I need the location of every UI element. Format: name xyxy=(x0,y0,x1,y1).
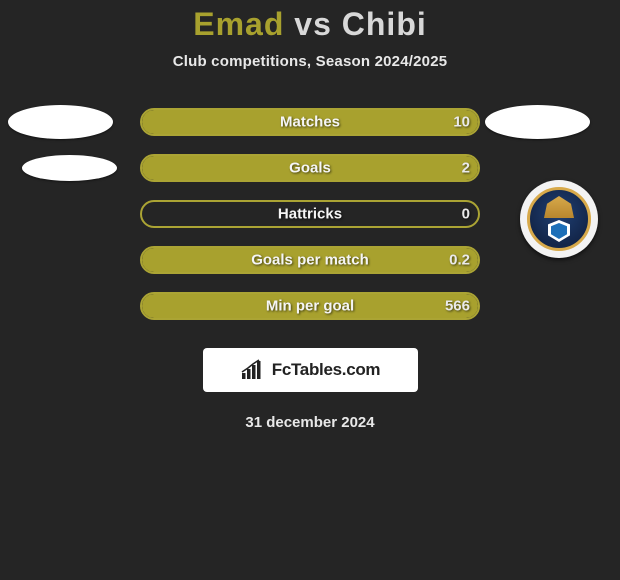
stat-bar: Goals 2 xyxy=(140,154,480,182)
stat-bar: Goals per match 0.2 xyxy=(140,246,480,274)
stat-row: Min per goal 566 xyxy=(0,292,620,320)
stat-row: Goals per match 0.2 xyxy=(0,246,620,274)
player1-name: Emad xyxy=(193,6,284,42)
stat-value-right: 0.2 xyxy=(449,252,470,269)
bars-icon xyxy=(240,359,266,381)
stat-row: Goals 2 xyxy=(0,154,620,182)
subtitle: Club competitions, Season 2024/2025 xyxy=(0,53,620,70)
stat-value-right: 10 xyxy=(453,114,470,131)
stat-label: Goals per match xyxy=(142,252,478,269)
stat-bar: Matches 10 xyxy=(140,108,480,136)
player2-name: Chibi xyxy=(342,6,427,42)
player2-headshot-placeholder xyxy=(485,105,590,139)
player2-club-badge xyxy=(520,180,598,258)
stat-label: Min per goal xyxy=(142,298,478,315)
shield-icon xyxy=(548,220,570,242)
player1-club-placeholder xyxy=(22,155,117,181)
stat-value-right: 2 xyxy=(462,160,470,177)
stat-row: Matches 10 xyxy=(0,108,620,136)
brand-box[interactable]: FcTables.com xyxy=(203,348,418,392)
stat-bar: Hattricks 0 xyxy=(140,200,480,228)
stat-bar: Min per goal 566 xyxy=(140,292,480,320)
comparison-title: Emad vs Chibi xyxy=(0,6,620,43)
stat-value-right: 566 xyxy=(445,298,470,315)
player1-headshot-placeholder xyxy=(8,105,113,139)
vs-label: vs xyxy=(294,6,332,42)
pharaoh-icon xyxy=(544,196,574,218)
stat-label: Matches xyxy=(142,114,478,131)
stat-value-right: 0 xyxy=(462,206,470,223)
brand-text: FcTables.com xyxy=(272,360,381,380)
snapshot-date: 31 december 2024 xyxy=(0,414,620,431)
club-badge-art xyxy=(527,187,591,251)
stat-label: Goals xyxy=(142,160,478,177)
stat-label: Hattricks xyxy=(142,206,478,223)
